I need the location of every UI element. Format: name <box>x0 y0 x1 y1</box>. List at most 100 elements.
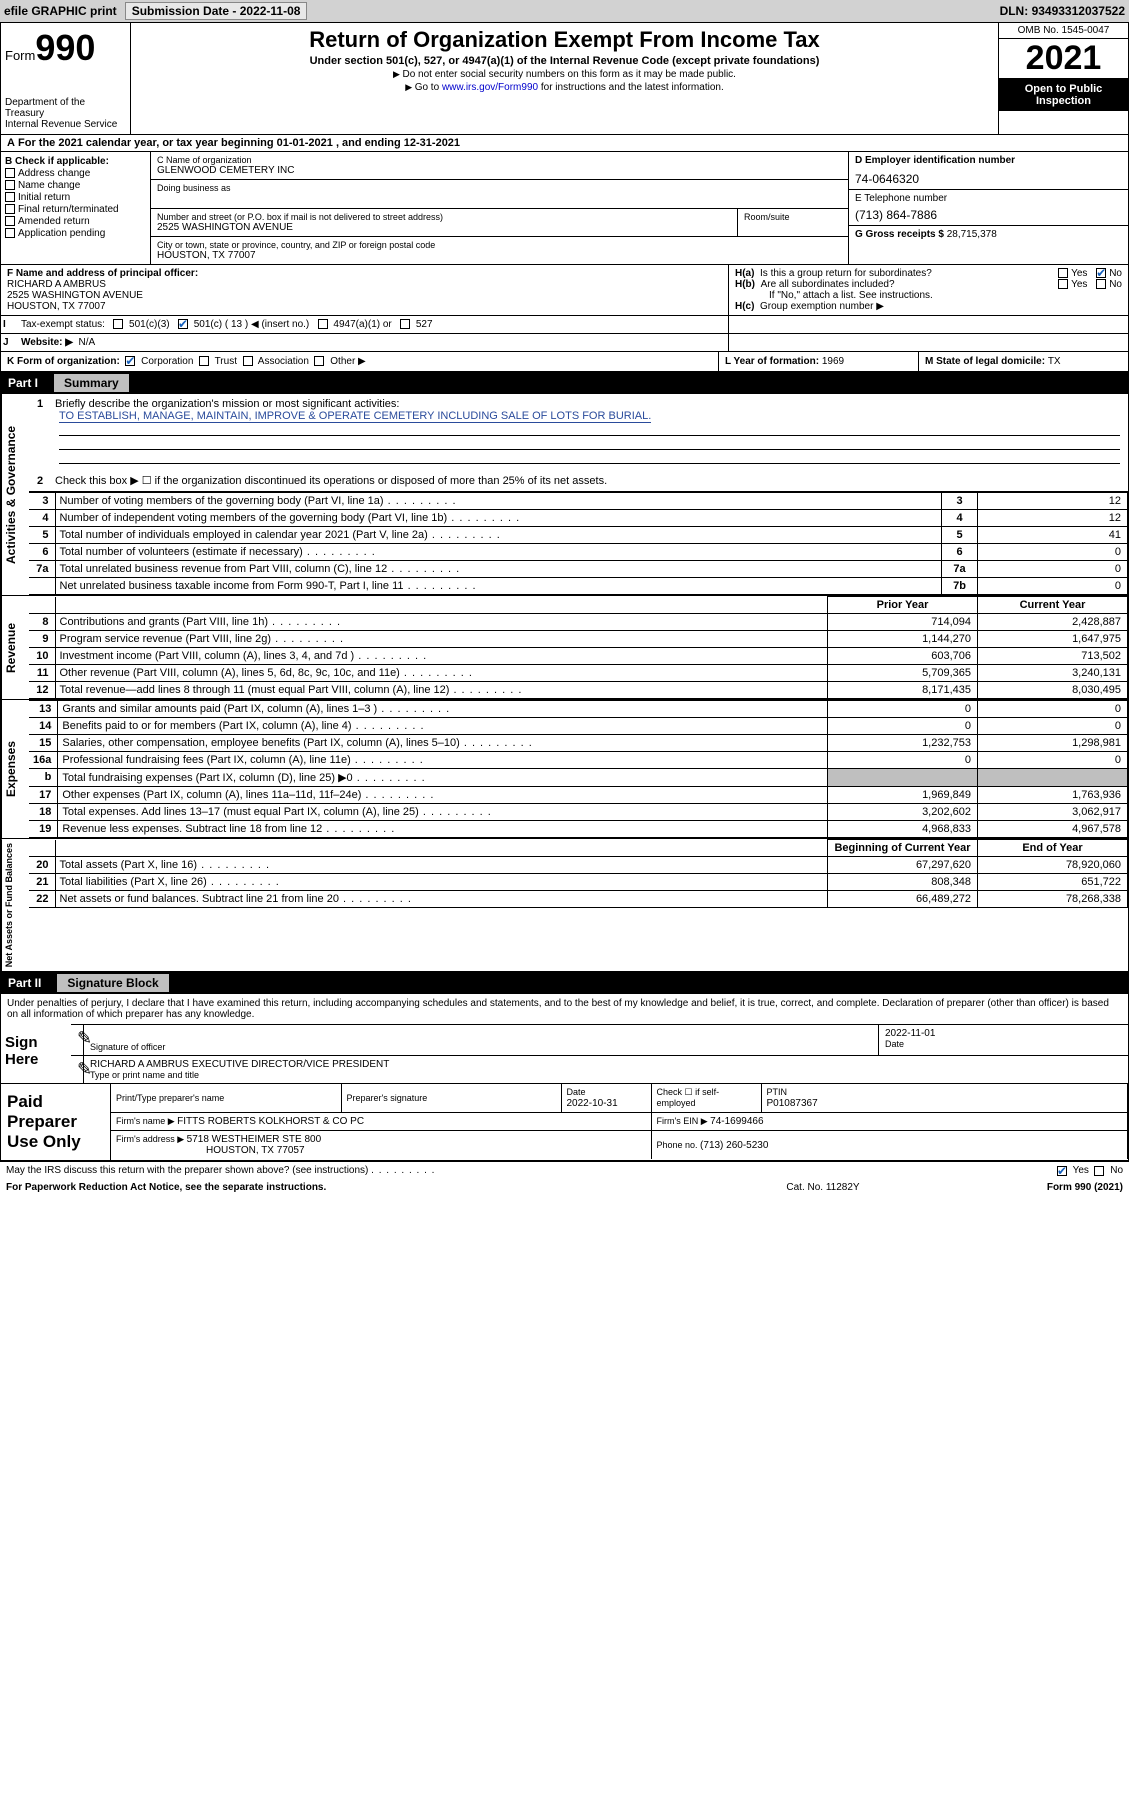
table-row: 18Total expenses. Add lines 13–17 (must … <box>29 804 1128 821</box>
omb-number: OMB No. 1545-0047 <box>999 23 1128 39</box>
hb-yes-no[interactable]: Yes No <box>1052 279 1122 290</box>
gross-receipts: 28,715,378 <box>947 229 997 240</box>
mission-text: TO ESTABLISH, MANAGE, MAINTAIN, IMPROVE … <box>59 410 651 423</box>
table-row: 4Number of independent voting members of… <box>29 510 1128 527</box>
table-row: 5Total number of individuals employed in… <box>29 527 1128 544</box>
row-i-tax-status: I Tax-exempt status: 501(c)(3) 501(c) ( … <box>0 316 1129 334</box>
ptin: P01087367 <box>767 1098 818 1109</box>
tax-year: 2021 <box>999 39 1128 79</box>
table-row: 15Salaries, other compensation, employee… <box>29 735 1128 752</box>
irs-link[interactable]: www.irs.gov/Form990 <box>442 82 538 93</box>
perjury-declaration: Under penalties of perjury, I declare th… <box>1 994 1128 1024</box>
col-d-g: D Employer identification number 74-0646… <box>848 152 1128 264</box>
chk-527[interactable] <box>400 319 410 329</box>
part1-exp: Expenses 13Grants and similar amounts pa… <box>0 700 1129 839</box>
paid-preparer: Paid Preparer Use Only Print/Type prepar… <box>0 1084 1129 1161</box>
chk-address-change[interactable]: Address change <box>5 168 146 179</box>
chk-4947[interactable] <box>318 319 328 329</box>
table-row: 20Total assets (Part X, line 16)67,297,6… <box>29 857 1128 874</box>
form-header: Form990 Department of the Treasury Inter… <box>0 22 1129 135</box>
irs-label: Internal Revenue Service <box>5 119 126 130</box>
note-ssn: Do not enter social security numbers on … <box>139 69 990 80</box>
phone: (713) 864-7886 <box>855 208 1122 222</box>
footer-bottom: For Paperwork Reduction Act Notice, see … <box>0 1179 1129 1196</box>
table-row: bTotal fundraising expenses (Part IX, co… <box>29 769 1128 787</box>
form-title: Return of Organization Exempt From Incom… <box>139 27 990 53</box>
firm-addr1: 5718 WESTHEIMER STE 800 <box>187 1134 322 1145</box>
firm-addr2: HOUSTON, TX 77057 <box>206 1145 305 1156</box>
pen-icon: ✎ <box>71 1056 83 1083</box>
cat-no: Cat. No. 11282Y <box>723 1182 923 1193</box>
state-domicile: TX <box>1048 356 1061 367</box>
chk-501c[interactable] <box>178 319 188 329</box>
officer-name: RICHARD A AMBRUS <box>7 279 106 290</box>
org-city: HOUSTON, TX 77007 <box>157 250 842 261</box>
chk-final-return[interactable]: Final return/terminated <box>5 204 146 215</box>
firm-ein: 74-1699466 <box>710 1116 763 1127</box>
table-row: Net unrelated business taxable income fr… <box>29 578 1128 595</box>
org-name: GLENWOOD CEMETERY INC <box>157 165 842 176</box>
table-row: 12Total revenue—add lines 8 through 11 (… <box>29 682 1128 699</box>
table-row: 16aProfessional fundraising fees (Part I… <box>29 752 1128 769</box>
table-row: 10Investment income (Part VIII, column (… <box>29 648 1128 665</box>
pen-icon: ✎ <box>71 1025 83 1055</box>
table-row: 8Contributions and grants (Part VIII, li… <box>29 614 1128 631</box>
officer-name-title: RICHARD A AMBRUS EXECUTIVE DIRECTOR/VICE… <box>90 1059 1122 1070</box>
header-left: Form990 Department of the Treasury Inter… <box>1 23 131 134</box>
submission-date-btn[interactable]: Submission Date - 2022-11-08 <box>125 2 308 20</box>
na-table: Beginning of Current Year End of Year 20… <box>29 839 1128 908</box>
prep-date: 2022-10-31 <box>567 1098 618 1109</box>
mission-block: 1Briefly describe the organization's mis… <box>29 394 1128 492</box>
part1-netassets: Net Assets or Fund Balances Beginning of… <box>0 839 1129 972</box>
chk-trust[interactable] <box>199 356 209 366</box>
row-k-form-org: K Form of organization: Corporation Trus… <box>0 352 1129 372</box>
firm-name: FITTS ROBERTS KOLKHORST & CO PC <box>177 1116 364 1127</box>
form-no-footer: Form 990 (2021) <box>923 1182 1123 1193</box>
table-row: 11Other revenue (Part VIII, column (A), … <box>29 665 1128 682</box>
table-row: 14Benefits paid to or for members (Part … <box>29 718 1128 735</box>
chk-501c3[interactable] <box>113 319 123 329</box>
dept-treasury: Department of the Treasury <box>5 97 126 119</box>
exp-table: 13Grants and similar amounts paid (Part … <box>29 700 1128 838</box>
form-number: Form990 <box>5 27 126 69</box>
table-row: 21Total liabilities (Part X, line 26)808… <box>29 874 1128 891</box>
table-row: 22Net assets or fund balances. Subtract … <box>29 891 1128 908</box>
vtab-activities: Activities & Governance <box>1 394 29 595</box>
chk-other[interactable] <box>314 356 324 366</box>
sign-here-label: Sign Here <box>1 1024 71 1083</box>
ha-yes-no[interactable]: Yes No <box>1052 268 1122 279</box>
part1-rev: Revenue Prior Year Current Year 8Contrib… <box>0 596 1129 700</box>
header-mid: Return of Organization Exempt From Incom… <box>131 23 998 134</box>
form-subtitle: Under section 501(c), 527, or 4947(a)(1)… <box>139 55 990 67</box>
table-row: 6Total number of volunteers (estimate if… <box>29 544 1128 561</box>
header-right: OMB No. 1545-0047 2021 Open to Public In… <box>998 23 1128 134</box>
open-public-badge: Open to Public Inspection <box>999 79 1128 111</box>
vtab-netassets: Net Assets or Fund Balances <box>1 839 29 971</box>
paperwork-notice: For Paperwork Reduction Act Notice, see … <box>6 1182 723 1193</box>
rev-table: Prior Year Current Year 8Contributions a… <box>29 596 1128 699</box>
table-row: 7aTotal unrelated business revenue from … <box>29 561 1128 578</box>
signature-block: Under penalties of perjury, I declare th… <box>0 994 1129 1084</box>
part1-ag: Activities & Governance 1Briefly describ… <box>0 394 1129 596</box>
chk-amended[interactable]: Amended return <box>5 216 146 227</box>
chk-app-pending[interactable]: Application pending <box>5 228 146 239</box>
chk-name-change[interactable]: Name change <box>5 180 146 191</box>
vtab-revenue: Revenue <box>1 596 29 699</box>
discuss-yes-no[interactable]: Yes No <box>1057 1165 1123 1176</box>
row-a-period: A For the 2021 calendar year, or tax yea… <box>0 135 1129 152</box>
table-row: 17Other expenses (Part IX, column (A), l… <box>29 787 1128 804</box>
org-street: 2525 WASHINGTON AVENUE <box>157 222 731 233</box>
block-b-g: B Check if applicable: Address change Na… <box>0 152 1129 265</box>
chk-corp[interactable] <box>125 356 135 366</box>
firm-phone: (713) 260-5230 <box>700 1140 768 1151</box>
col-b-checkboxes: B Check if applicable: Address change Na… <box>1 152 151 264</box>
col-c-address: C Name of organization GLENWOOD CEMETERY… <box>151 152 848 264</box>
website: N/A <box>79 337 96 348</box>
row-j-website: J Website: ▶ N/A <box>0 334 1129 352</box>
table-row: 13Grants and similar amounts paid (Part … <box>29 701 1128 718</box>
chk-assoc[interactable] <box>243 356 253 366</box>
chk-initial-return[interactable]: Initial return <box>5 192 146 203</box>
footer-discuss: May the IRS discuss this return with the… <box>0 1161 1129 1179</box>
dln-label: DLN: 93493312037522 <box>1000 4 1125 18</box>
note-goto: Go to www.irs.gov/Form990 for instructio… <box>139 82 990 93</box>
